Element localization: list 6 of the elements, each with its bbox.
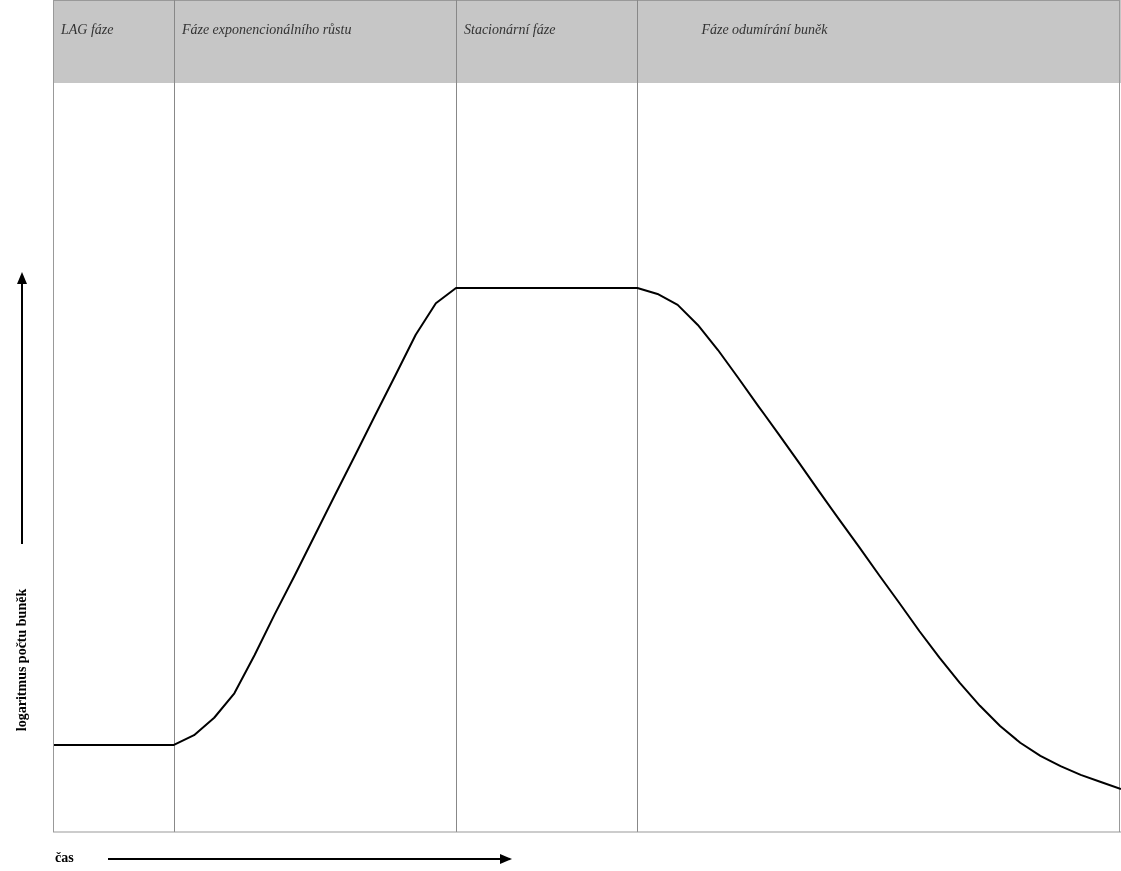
y-axis-title: logaritmus počtu buněk — [14, 588, 30, 732]
text: Stacionární fáze — [464, 22, 556, 38]
x-axis-title: čas — [55, 850, 74, 866]
text: Fáze exponencionálního růstu — [181, 22, 352, 38]
text: LAG fáze — [61, 22, 114, 38]
text: Fáze odumírání buněk — [701, 22, 828, 38]
